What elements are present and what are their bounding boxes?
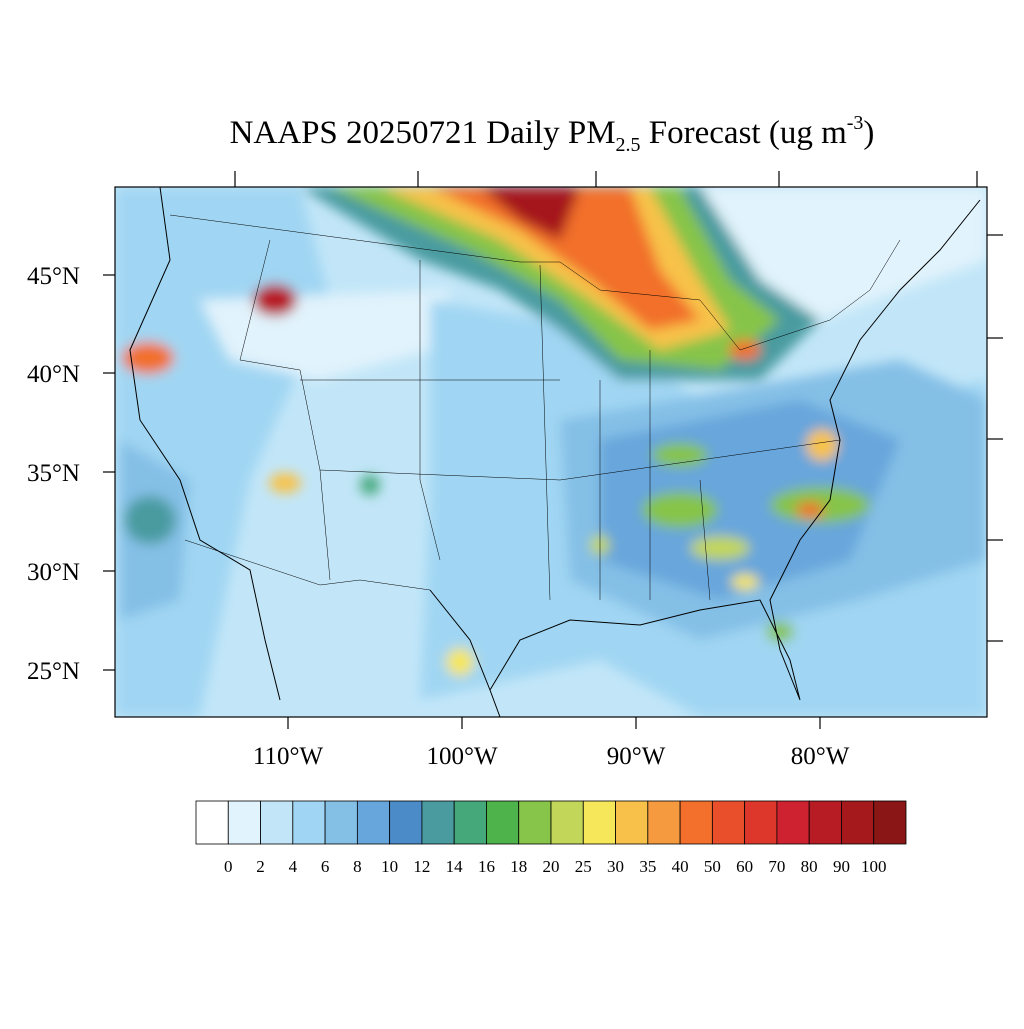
colorbar-label: 70 (768, 857, 785, 876)
colorbar-box (615, 800, 649, 845)
colorbar-box (744, 800, 778, 845)
colorbar-label: 8 (353, 857, 362, 876)
colorbar-label: 18 (510, 857, 527, 876)
colorbar-box (421, 800, 455, 845)
colorbar-box (453, 800, 487, 845)
lat-label: 35°N (27, 460, 80, 487)
lat-label: 45°N (27, 263, 80, 290)
colorbar: 0 2 4 6 8 10 12 14 16 18 20 25 30 35 40 50 60 70 80 90 100 (195, 800, 907, 876)
colorbar-box (582, 800, 616, 845)
borders (169, 214, 901, 601)
colorbar-label: 90 (833, 857, 850, 876)
colorbar-label: 20 (543, 857, 560, 876)
colorbar-box (776, 800, 810, 845)
lon-label: 110°W (253, 743, 324, 770)
colorbar-label: 40 (672, 857, 689, 876)
colorbar-label: 80 (801, 857, 818, 876)
colorbar-box (356, 800, 391, 845)
colorbar-box (292, 800, 326, 845)
title-main: NAAPS 20250721 Daily PM (230, 115, 616, 151)
colorbar-box (389, 800, 423, 845)
ticks (103, 171, 1003, 729)
colorbar-label: 100 (861, 857, 887, 876)
colorbar-label: 60 (736, 857, 753, 876)
title-subscript: 2.5 (616, 134, 641, 156)
colorbar-label: 16 (478, 857, 495, 876)
colorbar-box (711, 800, 746, 845)
title-close: ) (863, 115, 874, 151)
colorbar-label: 14 (446, 857, 464, 876)
axis-labels: 45°N 40°N 35°N 30°N 25°N 110°W 100°W 90°W 80°W (27, 263, 850, 770)
title: NAAPS 20250721 Daily PM2.5 Forecast (ug … (230, 112, 875, 156)
lon-label: 80°W (791, 743, 850, 770)
title-superscript: -3 (847, 112, 864, 134)
colorbar-label: 25 (575, 857, 592, 876)
colorbar-label: 0 (224, 857, 233, 876)
colorbar-label: 12 (413, 857, 430, 876)
colorbar-box (550, 800, 584, 845)
map-field (115, 187, 987, 717)
colorbar-box (841, 800, 875, 845)
colorbar-label: 50 (704, 857, 721, 876)
colorbar-box (647, 800, 681, 845)
colorbar-box (324, 800, 358, 845)
colorbar-box (260, 800, 294, 845)
colorbar-label: 2 (256, 857, 265, 876)
colorbar-box (808, 800, 842, 845)
colorbar-label: 6 (321, 857, 330, 876)
lon-label: 100°W (426, 743, 497, 770)
coastlines (129, 187, 981, 717)
colorbar-label: 35 (639, 857, 656, 876)
colorbar-label: 4 (289, 857, 298, 876)
lat-label: 30°N (27, 559, 80, 586)
colorbar-box (679, 800, 713, 845)
lat-label: 40°N (27, 361, 80, 388)
colorbar-box (873, 800, 907, 845)
lat-label: 25°N (27, 658, 80, 685)
colorbar-label: 10 (381, 857, 398, 876)
colorbar-box (227, 800, 261, 845)
colorbar-box (486, 800, 520, 845)
colorbar-label: 30 (607, 857, 624, 876)
colorbar-box (518, 800, 552, 845)
map-frame (114, 186, 988, 718)
title-rest: Forecast (ug m (641, 115, 848, 151)
colorbar-box (195, 800, 229, 845)
lon-label: 90°W (607, 743, 666, 770)
